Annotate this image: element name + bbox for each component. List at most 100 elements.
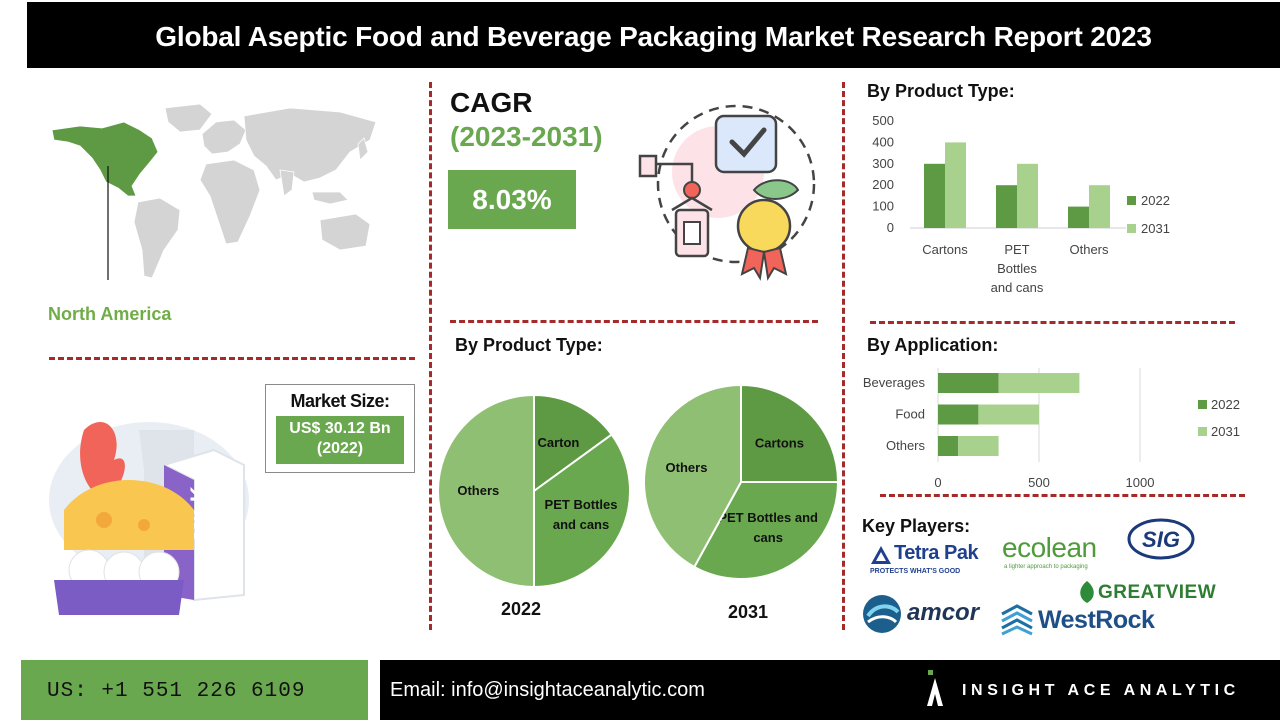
world-map [51, 103, 377, 280]
y-tick-label: Beverages [863, 375, 926, 390]
heading-key-players: Key Players: [862, 516, 971, 536]
logo-amcor: amcor [862, 594, 987, 634]
email-address[interactable]: Email: info@insightaceanalytic.com [390, 679, 705, 701]
bar-2031 [945, 142, 966, 228]
divider-application [880, 494, 1245, 497]
packaging-illustration [638, 104, 816, 281]
logo-ecolean: ecolean a lighter approach to packaging [1002, 532, 1112, 577]
insight-ace-logo-icon [927, 670, 943, 706]
phone-number[interactable]: US: +1 551 226 6109 [47, 680, 306, 703]
market-size-label: Market Size: [290, 391, 390, 411]
bar-2022 [924, 163, 945, 228]
region-label: North America [48, 304, 172, 324]
pie-2031-label: 2031 [728, 602, 769, 622]
market-size-value-box: US$ 30.12 Bn (2022) [276, 416, 404, 464]
amcor-name: amcor [907, 599, 980, 626]
logo-tetra-pak: Tetra Pak PROTECTS WHAT'S GOOD [868, 542, 998, 582]
cagr-value-box: 8.03% [448, 170, 576, 229]
market-size-year: (2022) [316, 440, 364, 457]
y-tick-label: 400 [872, 134, 894, 149]
x-tick-label: Others [1069, 242, 1109, 257]
bar-2022 [938, 404, 979, 425]
heading-product-type-bar: By Product Type: [867, 81, 1015, 101]
legend-swatch [1127, 224, 1136, 233]
pie-slice-label: PET Bottles [545, 497, 618, 512]
legend-swatch [1198, 400, 1207, 409]
pie-slice-label: PET Bottles and [718, 510, 818, 525]
y-tick-label: 100 [872, 199, 894, 214]
x-tick-label: and cans [991, 280, 1044, 295]
bar-2031 [958, 436, 999, 456]
pie-slice-label: and cans [553, 517, 609, 532]
sig-oval-icon [1127, 518, 1195, 560]
bar-2022 [938, 436, 959, 456]
divider-product-type [870, 321, 1235, 324]
logo-greatview: GREATVIEW [1078, 580, 1228, 606]
divider-left [429, 82, 432, 630]
pie-slice [533, 433, 631, 589]
x-tick-label: 500 [1028, 475, 1050, 490]
pie-slice [692, 481, 840, 580]
pie-slice [740, 383, 840, 483]
x-tick-label: 0 [934, 475, 941, 490]
greatview-name: GREATVIEW [1098, 582, 1217, 603]
market-size-value: US$ 30.12 Bn [289, 420, 391, 437]
divider-cagr [450, 320, 818, 323]
footer-mail-bar: Email: info@insightaceanalytic.com INSIG… [380, 660, 1280, 720]
application-bar-chart: 0 500 1000 Beverages Food Others 2022 2031 [863, 368, 1240, 490]
pie-slice-label: Others [666, 460, 708, 475]
cagr-title: CAGR [450, 87, 533, 118]
bar-2031 [1017, 163, 1038, 228]
y-tick-label: Others [886, 438, 926, 453]
ecolean-name: ecolean [1002, 532, 1097, 563]
y-tick-label: 500 [872, 113, 894, 128]
ecolean-tagline: a lighter approach to packaging [1004, 564, 1088, 570]
y-tick-label: 200 [872, 177, 894, 192]
tetra-pak-icon [871, 546, 891, 564]
page-title: Global Aseptic Food and Beverage Packagi… [155, 21, 1152, 52]
milk-illustration: MILK [49, 421, 249, 615]
pie-2022-label: 2022 [501, 599, 542, 619]
north-america-shape [51, 121, 159, 197]
pie-slice-label: Others [457, 483, 499, 498]
pie-slice-label: cans [753, 530, 783, 545]
legend-label: 2031 [1211, 424, 1240, 439]
y-tick-label: 300 [872, 156, 894, 171]
amcor-globe-icon [863, 595, 901, 633]
westrock-name: WestRock [1038, 606, 1155, 634]
divider-right [842, 82, 845, 630]
pie-slice [533, 393, 614, 493]
pie-slice-label: Carton [537, 435, 579, 450]
divider-region [49, 357, 415, 360]
legend-label: 2031 [1141, 221, 1170, 236]
pie-slice-label: Cartons [755, 436, 804, 451]
legend-swatch [1198, 427, 1207, 436]
bar-2031 [998, 373, 1080, 393]
market-size-box: Market Size: US$ 30.12 Bn (2022) [265, 384, 415, 473]
pie-slice [437, 393, 535, 589]
bar-2022 [938, 373, 999, 393]
cagr-value: 8.03% [472, 184, 552, 215]
logo-sig: SIG [1127, 518, 1195, 560]
y-tick-label: 0 [887, 220, 894, 235]
bar-2031 [978, 404, 1039, 425]
sig-name: SIG [1142, 527, 1180, 552]
x-tick-label: PET [1004, 242, 1029, 257]
pie-slice [643, 383, 742, 569]
x-tick-label: 1000 [1126, 475, 1155, 490]
product-type-pie-2031: Cartons PET Bottles and cans Others [643, 383, 840, 580]
tetra-pak-name: Tetra Pak [894, 542, 979, 564]
title-bar: Global Aseptic Food and Beverage Packagi… [27, 2, 1280, 68]
logo-westrock: WestRock [1000, 604, 1160, 638]
legend-label: 2022 [1141, 193, 1170, 208]
greatview-leaf-icon [1080, 581, 1094, 603]
x-tick-label: Bottles [997, 261, 1037, 276]
y-tick-label: Food [895, 407, 925, 422]
x-tick-label: Cartons [922, 242, 968, 257]
product-type-bar-chart: 0 100 200 300 400 500 Cartons PET Bottles and can… [872, 113, 1170, 295]
bar-2031 [1089, 185, 1110, 228]
legend-label: 2022 [1211, 397, 1240, 412]
bar-2022 [996, 185, 1017, 228]
heading-product-type-pie: By Product Type: [455, 335, 603, 355]
cagr-period: (2023-2031) [450, 121, 603, 152]
